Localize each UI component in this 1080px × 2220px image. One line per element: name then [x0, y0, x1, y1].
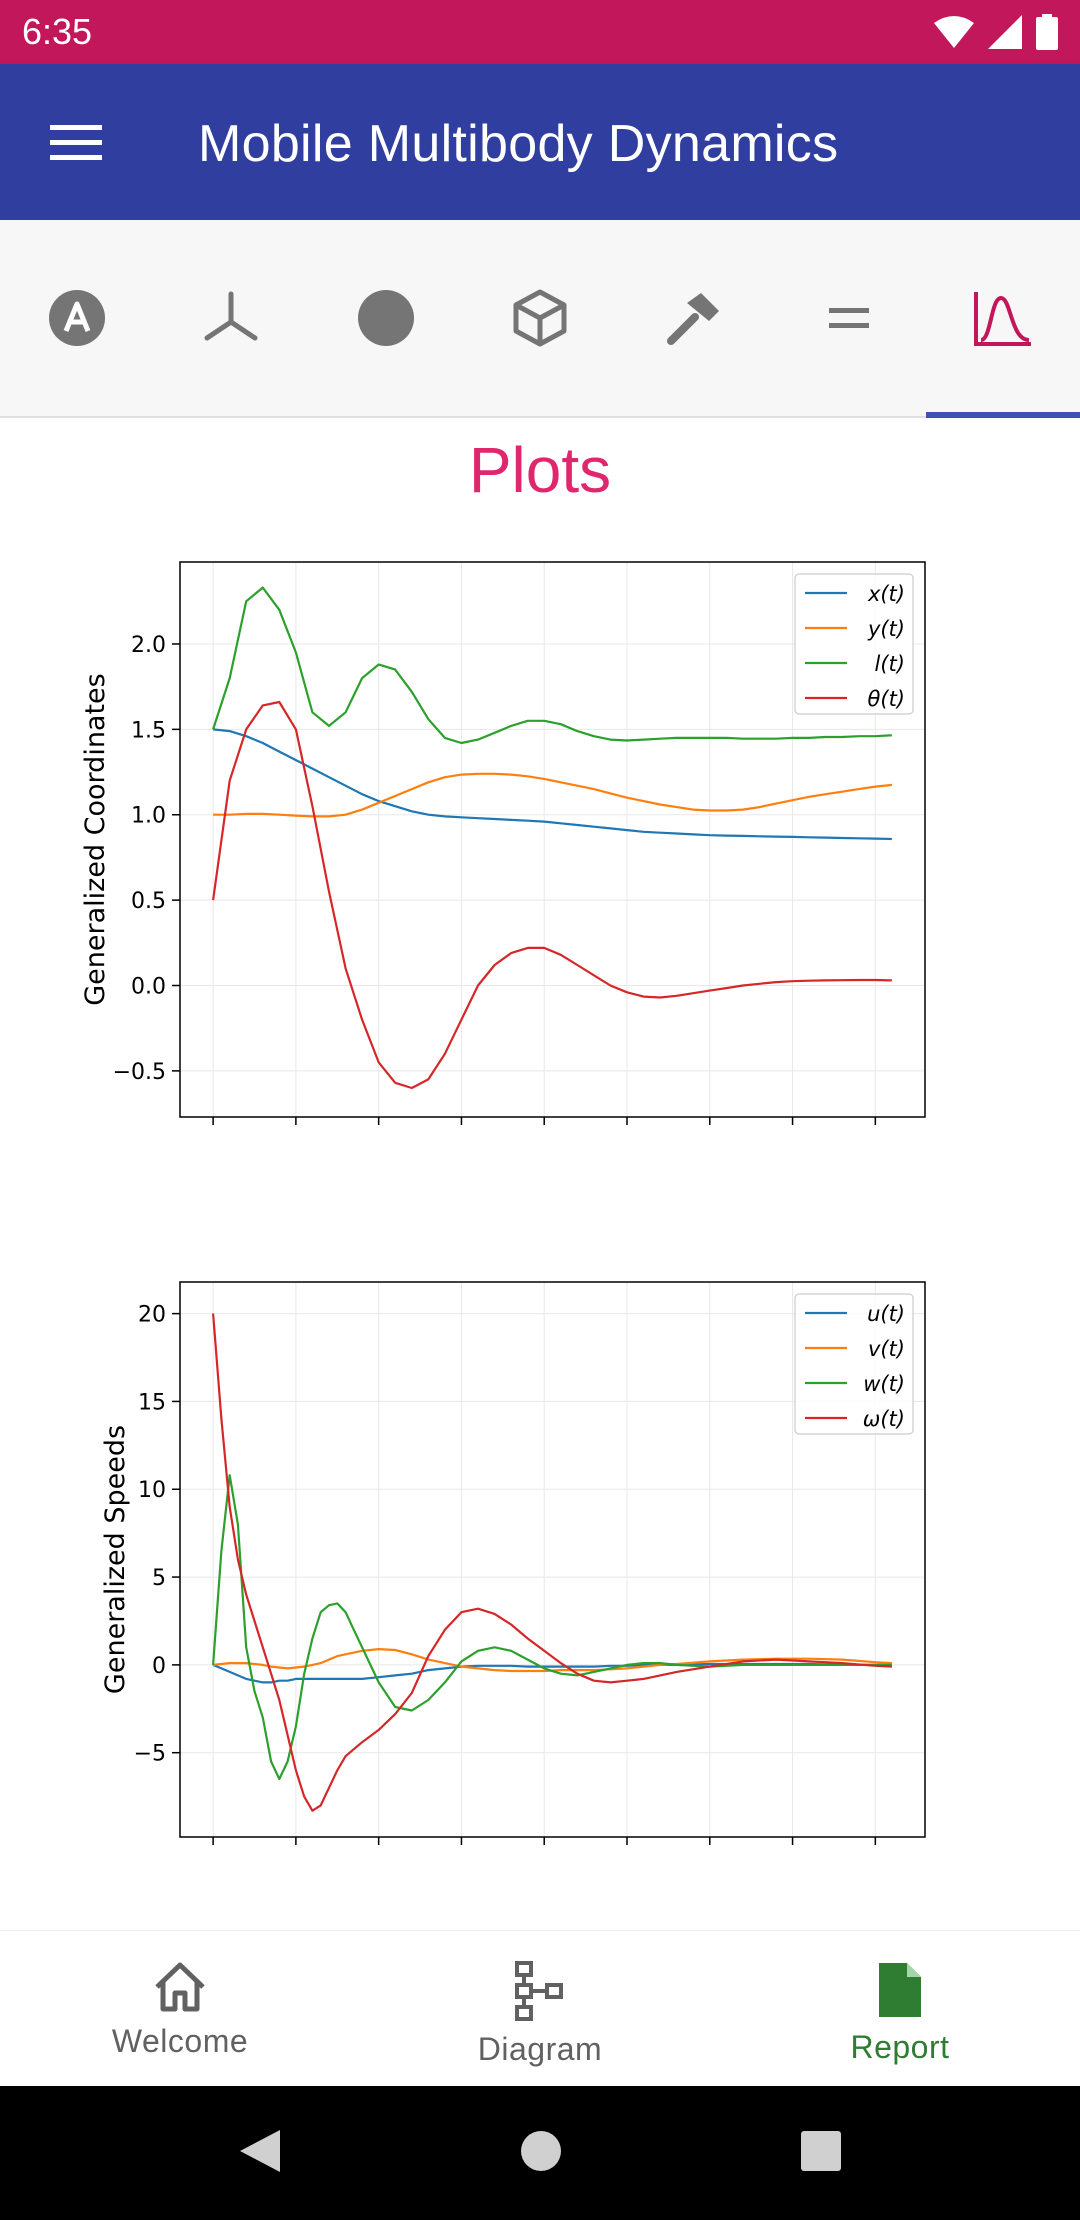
y-tick-label: 5 [152, 1566, 166, 1591]
battery-icon [1036, 14, 1058, 50]
plot-frame [179, 1281, 926, 1838]
legend-label: ω(t) [863, 1407, 905, 1431]
wifi-icon [934, 16, 974, 48]
cube-icon [513, 289, 567, 347]
y-axis-label: Generalized Speeds [100, 1425, 131, 1694]
series-line [212, 700, 892, 1090]
cell-signal-icon [988, 15, 1022, 49]
coordinates-chart: 0.000.250.500.751.001.251.501.752.00−0.5… [80, 561, 926, 1125]
series-line [212, 728, 892, 841]
equals-icon [828, 308, 869, 328]
recents-button[interactable] [800, 2130, 842, 2177]
sitemap-icon [515, 1961, 563, 2021]
legend-label: w(t) [863, 1372, 905, 1396]
y-axis-label: Generalized Coordinates [80, 673, 111, 1006]
tab-hammer[interactable] [617, 220, 771, 416]
coordinates-plot: 0.000.250.500.751.001.251.501.752.00−0.5… [0, 550, 1080, 1130]
tab-cube[interactable] [463, 220, 617, 416]
legend-label: v(t) [868, 1337, 905, 1361]
hamburger-menu-icon [50, 125, 102, 160]
status-icons [934, 12, 1058, 52]
back-button[interactable] [238, 2128, 282, 2179]
speeds-chart: 0.000.250.500.751.001.251.501.752.00−505… [100, 1281, 926, 1845]
tab-equals[interactable] [771, 220, 925, 416]
nav-report-label: Report [850, 2029, 950, 2065]
home-button[interactable] [519, 2129, 563, 2178]
y-tick-label: 0.0 [131, 975, 166, 1000]
y-tick-label: 20 [138, 1303, 166, 1328]
tab-circle[interactable] [309, 220, 463, 416]
legend-label: l(t) [875, 652, 905, 676]
home-icon [155, 1962, 205, 2012]
bottom-nav: Welcome Diagram Report [0, 1930, 1080, 2086]
tab-active-indicator [925, 412, 1080, 418]
tab-letter-a[interactable] [0, 220, 154, 416]
app-title: Mobile Multibody Dynamics [198, 115, 839, 173]
menu-button[interactable] [36, 108, 116, 178]
content-area: Plots 0.000.250.500.751.001.251.501.752.… [0, 420, 1080, 1930]
bell-curve-icon [973, 292, 1031, 346]
y-tick-label: 1.5 [131, 718, 166, 743]
y-tick-label: −5 [134, 1742, 166, 1767]
nav-diagram[interactable]: Diagram [360, 1931, 720, 2086]
series-line [212, 1662, 892, 1684]
y-tick-label: 2.0 [131, 633, 166, 658]
y-tick-label: 1.0 [131, 804, 166, 829]
nav-welcome-label: Welcome [111, 2023, 249, 2059]
y-tick-label: 10 [138, 1478, 166, 1503]
nav-welcome[interactable]: Welcome [0, 1931, 360, 2086]
legend-label: x(t) [867, 582, 905, 606]
letter-a-circle-icon [49, 290, 106, 346]
y-tick-label: 15 [138, 1390, 166, 1415]
page-title: Plots [468, 434, 612, 506]
system-nav-bar [0, 2086, 1080, 2220]
status-bar: 6:35 [0, 0, 1080, 64]
back-triangle-icon [240, 2129, 281, 2172]
legend-label: u(t) [867, 1302, 905, 1326]
document-icon [879, 1963, 921, 2017]
series-line [213, 772, 893, 818]
status-time: 6:35 [22, 11, 93, 52]
nav-report[interactable]: Report [720, 1931, 1080, 2086]
y-tick-label: 0 [152, 1654, 166, 1679]
series-line [212, 586, 892, 745]
tab-axes[interactable] [154, 220, 308, 416]
y-tick-label: −0.5 [113, 1060, 166, 1085]
filled-circle-icon [357, 290, 414, 346]
recents-square-icon [800, 2130, 841, 2171]
hammer-icon [667, 293, 720, 345]
legend-box [794, 573, 914, 715]
home-circle-icon [520, 2130, 561, 2171]
series-line [212, 1474, 892, 1781]
axes-icon [204, 291, 258, 341]
legend-box [794, 1293, 914, 1435]
legend-label: θ(t) [868, 687, 905, 711]
series-line [212, 1313, 892, 1812]
legend-label: y(t) [867, 617, 905, 641]
nav-diagram-label: Diagram [477, 2031, 603, 2067]
app-bar: Mobile Multibody Dynamics [0, 64, 1080, 220]
tab-bar [0, 220, 1080, 418]
plot-frame [179, 561, 926, 1118]
tab-plots[interactable] [925, 220, 1080, 418]
y-tick-label: 0.5 [131, 889, 166, 914]
speeds-plot: 0.000.250.500.751.001.251.501.752.00−505… [0, 1270, 1080, 1850]
